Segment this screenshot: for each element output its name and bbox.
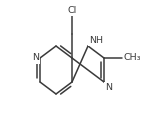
Text: Cl: Cl	[67, 6, 77, 15]
Text: NH: NH	[89, 36, 103, 45]
Text: N: N	[105, 83, 112, 92]
Text: CH₃: CH₃	[124, 53, 141, 62]
Text: N: N	[32, 53, 39, 62]
